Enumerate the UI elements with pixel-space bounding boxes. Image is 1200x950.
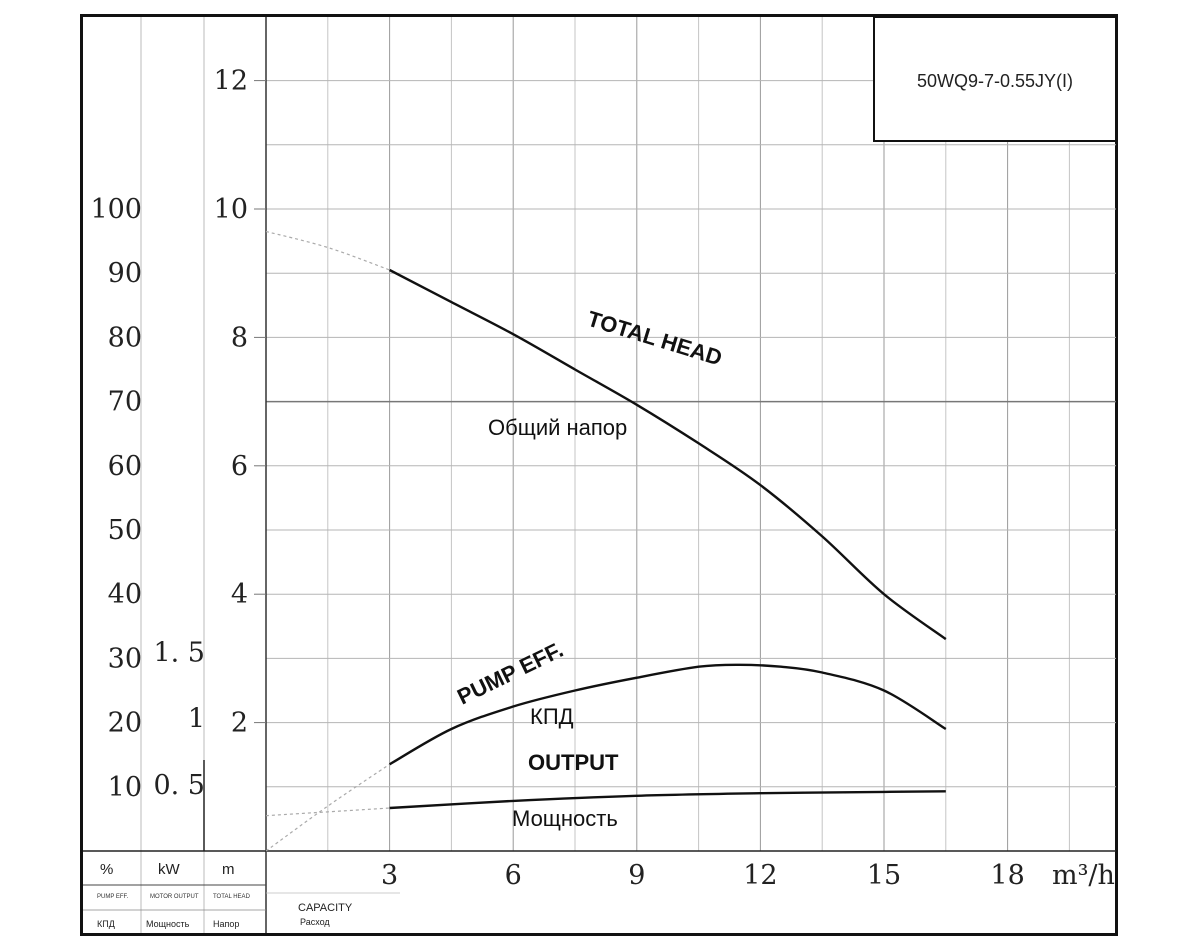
pump-eff-curve-extrapolated (265, 763, 390, 852)
total-head-curve-extrapolated (265, 230, 390, 271)
ru-m: Напор (213, 919, 239, 929)
pct-tick-label: 90 (108, 258, 142, 289)
kw-tick-label: 1. 5 (153, 638, 205, 669)
pct-tick-label: 70 (108, 387, 142, 418)
head-tick-label: 8 (231, 322, 248, 353)
capacity-label: CAPACITY (298, 902, 353, 914)
grid (266, 17, 1116, 851)
sub-m: TOTAL HEAD (213, 894, 251, 900)
output-label: OUTPUT (528, 750, 619, 775)
chart-frame (80, 14, 1118, 936)
x-tick-label: 12 (743, 860, 777, 891)
head-tick-label: 10 (214, 194, 248, 225)
output-curve-extrapolated (265, 807, 390, 817)
head-tick-label: 2 (231, 708, 248, 739)
total-head-label-ru: Общий напор (488, 415, 627, 440)
pct-tick-label: 10 (108, 772, 142, 803)
unit-m: m (222, 861, 235, 878)
pump-eff-label-ru: КПД (530, 704, 574, 729)
kw-tick-label: 0. 5 (153, 770, 205, 801)
head-tick-label: 6 (231, 451, 248, 482)
sub-kw: MOTOR OUTPUT (150, 894, 199, 900)
output-curve (389, 790, 946, 810)
x-tick-label: 9 (628, 860, 645, 891)
curves (265, 230, 947, 852)
head-tick-label: 4 (231, 579, 248, 610)
pct-tick-label: 100 (90, 194, 142, 225)
unit-kw: kW (158, 861, 181, 878)
ru-kw: Мощность (146, 919, 190, 929)
pump-eff-curve (389, 663, 947, 766)
ru-pct: КПД (97, 919, 115, 929)
pump-eff-label: PUMP EFF. (453, 637, 567, 710)
axis-lines (83, 17, 1116, 933)
head-tick-label: 12 (214, 66, 248, 97)
pct-tick-label: 30 (108, 643, 142, 674)
x-tick-label: 18 (990, 860, 1024, 891)
pct-tick-label: 80 (108, 322, 142, 353)
sub-pct: PUMP EFF. (97, 894, 129, 900)
x-tick-label: 6 (505, 860, 522, 891)
tick-labels: 2 4 6 8 10 12 10 20 30 40 50 60 70 80 90 100 0. 5 1 1. 5 3 6… (90, 66, 1024, 891)
unit-pct: % (100, 861, 113, 878)
x-tick-label: 15 (867, 860, 901, 891)
x-tick-label: 3 (381, 860, 398, 891)
model-box (873, 16, 1117, 142)
capacity-label-ru: Расход (300, 917, 330, 927)
model-title: 50WQ9-7-0.55JY(I) (917, 71, 1073, 91)
pct-tick-label: 20 (108, 708, 142, 739)
pct-tick-label: 60 (108, 451, 142, 482)
x-unit: m³/h (1052, 860, 1115, 891)
kw-tick-label: 1 (188, 704, 205, 735)
total-head-label: TOTAL HEAD (585, 306, 726, 371)
output-label-ru: Мощность (512, 806, 618, 831)
total-head-curve (389, 268, 947, 641)
pct-tick-label: 40 (108, 579, 142, 610)
pct-tick-label: 50 (108, 515, 142, 546)
